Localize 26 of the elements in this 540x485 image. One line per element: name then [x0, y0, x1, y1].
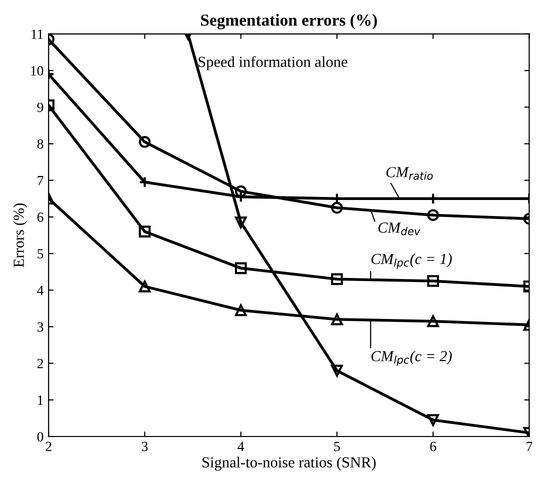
x-tick-label: 5	[334, 442, 340, 452]
y-tick-label: 11	[32, 30, 43, 39]
x-tick-label: 2	[46, 442, 52, 451]
annotation: CM$_{dev}$	[378, 222, 420, 236]
annotation: Speed information alone	[198, 56, 348, 70]
annotation: CM$_{lpc}$(c = 2)	[371, 350, 452, 366]
y-tick-label: 4	[37, 286, 44, 295]
x-tick-label: 3	[142, 442, 148, 452]
y-tick-label: 3	[37, 322, 44, 332]
x-tick-label: 6	[430, 442, 436, 452]
x-axis-title: Signal-to-noise ratios (SNR)	[202, 456, 376, 471]
y-tick-label: 9	[37, 102, 44, 112]
annotation: CM$_{ratio}$	[386, 167, 433, 180]
y-tick-label: 2	[37, 358, 43, 368]
y-tick-label: 7	[38, 176, 44, 186]
chart-title: Segmentation errors (%)	[201, 14, 377, 30]
y-tick-label: 10	[31, 66, 44, 76]
y-tick-label: 1	[38, 396, 43, 405]
y-tick-label: 6	[37, 212, 44, 222]
x-tick-label: 4	[238, 442, 244, 451]
y-tick-label: 5	[38, 249, 44, 258]
x-tick-label: 7	[526, 442, 532, 451]
y-tick-label: 0	[37, 432, 44, 442]
annotation: CM$_{lpc}$(c = 1)	[371, 253, 452, 269]
y-tick-label: 8	[37, 139, 44, 149]
y-axis-title: Errors (%)	[13, 203, 28, 268]
